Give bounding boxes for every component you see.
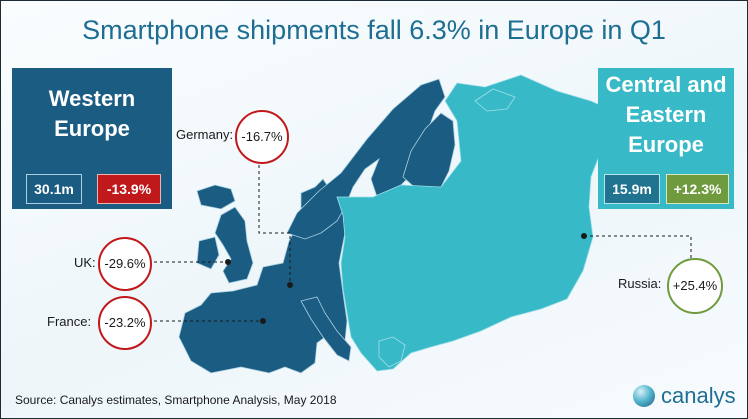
map-greece	[378, 336, 406, 368]
leader-russia	[584, 235, 692, 258]
map-ireland	[196, 236, 220, 270]
eastern-europe-panel: Central and Eastern Europe 15.9m +12.3%	[598, 68, 734, 209]
russia-label: Russia:	[618, 276, 662, 291]
canalys-logo: canalys	[633, 381, 743, 411]
france-value: -23.2%	[98, 296, 152, 350]
marker-uk	[225, 259, 231, 265]
uk-value: -29.6%	[98, 237, 152, 291]
marker-russia	[581, 233, 587, 239]
germany-value: -16.7%	[235, 110, 289, 164]
eastern-europe-title: Central and Eastern Europe	[605, 72, 727, 157]
marker-germany	[287, 282, 293, 288]
france-label: France:	[47, 314, 92, 329]
marker-france	[260, 318, 266, 324]
germany-label: Germany:	[176, 127, 234, 142]
map-uk	[214, 206, 254, 284]
map-italy	[300, 296, 352, 362]
russia-value: +25.4%	[667, 258, 723, 314]
logo-text: canalys	[661, 383, 736, 408]
eastern-europe-volume: 15.9m	[604, 174, 660, 204]
map-iceland	[196, 184, 236, 210]
source-note: Source: Canalys estimates, Smartphone An…	[15, 393, 337, 407]
western-europe-title: Western Europe	[48, 86, 136, 141]
western-europe-change: -13.9%	[97, 174, 161, 204]
leader-germany	[258, 159, 291, 284]
page-title: Smartphone shipments fall 6.3% in Europe…	[82, 15, 666, 45]
map-arctic-islands	[474, 88, 516, 112]
western-europe-panel: Western Europe 30.1m -13.9%	[12, 68, 172, 209]
western-europe-volume: 30.1m	[26, 174, 82, 204]
eastern-europe-change: +12.3%	[666, 174, 729, 204]
map-central-eastern-europe	[336, 74, 614, 372]
globe-icon	[633, 385, 655, 407]
uk-label: UK:	[74, 255, 96, 270]
